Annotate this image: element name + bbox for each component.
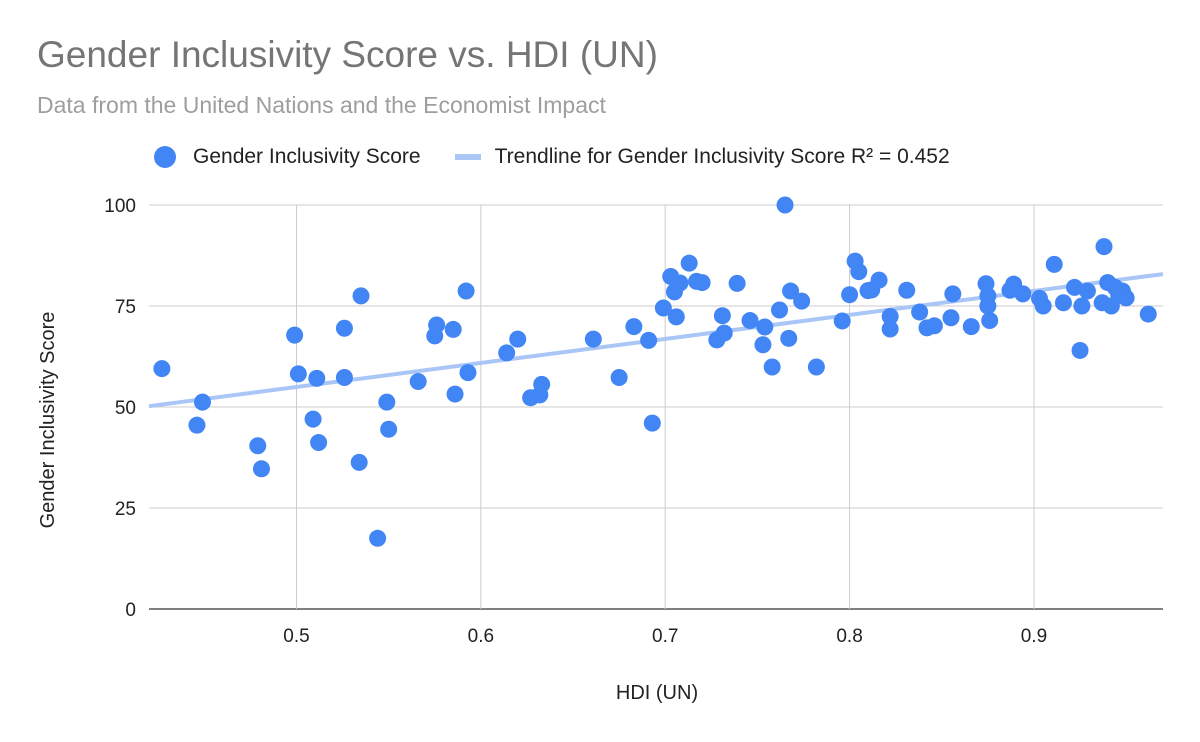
data-point bbox=[728, 274, 746, 292]
data-point bbox=[1014, 285, 1032, 303]
data-point bbox=[289, 365, 307, 383]
data-point bbox=[771, 301, 789, 319]
data-point bbox=[428, 316, 446, 334]
x-axis-label: HDI (UN) bbox=[616, 682, 698, 704]
data-point bbox=[188, 416, 206, 434]
data-point bbox=[1073, 297, 1091, 315]
data-point bbox=[193, 393, 211, 411]
data-point bbox=[1117, 289, 1135, 307]
x-tick-label: 0.8 bbox=[836, 626, 862, 647]
data-point bbox=[981, 312, 999, 330]
data-point bbox=[693, 274, 711, 292]
data-point bbox=[1078, 282, 1096, 300]
chart-subtitle: Data from the United Nations and the Eco… bbox=[37, 92, 606, 118]
data-point bbox=[881, 308, 899, 326]
data-point bbox=[925, 317, 943, 335]
y-axis-label: Gender Inclusivity Score bbox=[37, 312, 59, 529]
x-tick-label: 0.5 bbox=[283, 626, 309, 647]
data-point bbox=[776, 196, 794, 214]
data-point bbox=[335, 369, 353, 387]
data-point bbox=[509, 330, 527, 348]
data-point bbox=[1034, 297, 1052, 315]
data-point bbox=[584, 330, 602, 348]
data-point bbox=[807, 358, 825, 376]
y-tick-label: 25 bbox=[115, 499, 136, 520]
data-point bbox=[654, 299, 672, 317]
data-point bbox=[667, 308, 685, 326]
data-point bbox=[640, 331, 658, 349]
data-point bbox=[352, 287, 370, 305]
data-point bbox=[625, 318, 643, 336]
data-point bbox=[850, 263, 868, 281]
data-point bbox=[459, 364, 477, 382]
y-tick-label: 75 bbox=[115, 297, 136, 318]
data-point bbox=[898, 281, 916, 299]
data-point bbox=[680, 254, 698, 272]
data-point bbox=[444, 320, 462, 338]
data-point bbox=[870, 271, 888, 289]
data-point bbox=[942, 309, 960, 327]
data-point bbox=[369, 529, 387, 547]
data-point bbox=[979, 297, 997, 315]
data-point bbox=[252, 460, 270, 478]
data-point bbox=[713, 307, 731, 325]
legend-label-trendline: Trendline for Gender Inclusivity Score R… bbox=[494, 145, 950, 168]
data-point bbox=[911, 303, 929, 321]
data-point bbox=[643, 414, 661, 432]
gridlines bbox=[149, 204, 1163, 610]
data-point bbox=[498, 344, 516, 362]
legend-marker-trendline bbox=[454, 154, 481, 160]
chart-title: Gender Inclusivity Score vs. HDI (UN) bbox=[37, 34, 658, 75]
data-point bbox=[944, 285, 962, 303]
data-point bbox=[1066, 278, 1084, 296]
data-point bbox=[310, 434, 328, 452]
data-point bbox=[793, 292, 811, 310]
data-point bbox=[409, 373, 427, 391]
data-point bbox=[763, 358, 781, 376]
data-point bbox=[1139, 305, 1157, 323]
data-point bbox=[308, 369, 326, 387]
data-point bbox=[833, 312, 851, 330]
x-tick-label: 0.7 bbox=[652, 626, 678, 647]
y-tick-label: 50 bbox=[115, 398, 136, 419]
legend-marker-scatter bbox=[154, 146, 176, 168]
data-point bbox=[153, 360, 171, 378]
data-point bbox=[304, 410, 322, 428]
x-tick-label: 0.9 bbox=[1021, 626, 1047, 647]
data-point bbox=[1071, 341, 1089, 359]
y-tick-label: 0 bbox=[125, 600, 136, 621]
data-point bbox=[756, 318, 774, 336]
x-tick-label: 0.6 bbox=[468, 626, 494, 647]
data-point bbox=[610, 369, 628, 387]
data-point bbox=[754, 336, 772, 354]
tick-labels: 0 25 50 75 100 0.5 0.6 0.7 0.8 0.9 bbox=[104, 196, 1047, 647]
data-point bbox=[741, 312, 759, 330]
data-point bbox=[962, 318, 980, 336]
data-point bbox=[1095, 238, 1113, 256]
data-point bbox=[378, 393, 396, 411]
data-point bbox=[715, 324, 733, 342]
data-point bbox=[671, 274, 689, 292]
data-point bbox=[380, 420, 398, 438]
data-point bbox=[446, 385, 464, 403]
data-point bbox=[841, 286, 859, 304]
data-point bbox=[335, 319, 353, 337]
data-point bbox=[350, 453, 368, 471]
data-point bbox=[782, 282, 800, 300]
data-point bbox=[780, 329, 798, 347]
data-point bbox=[881, 320, 899, 338]
data-points bbox=[153, 196, 1157, 547]
legend: Gender Inclusivity Score Trendline for G… bbox=[154, 142, 950, 172]
data-point bbox=[249, 437, 267, 455]
data-point bbox=[533, 375, 551, 393]
data-point bbox=[1054, 294, 1072, 312]
data-point bbox=[457, 282, 475, 300]
y-tick-label: 100 bbox=[104, 196, 136, 217]
data-point bbox=[286, 326, 304, 344]
data-point bbox=[1045, 255, 1063, 273]
legend-label-scatter: Gender Inclusivity Score bbox=[193, 145, 421, 168]
